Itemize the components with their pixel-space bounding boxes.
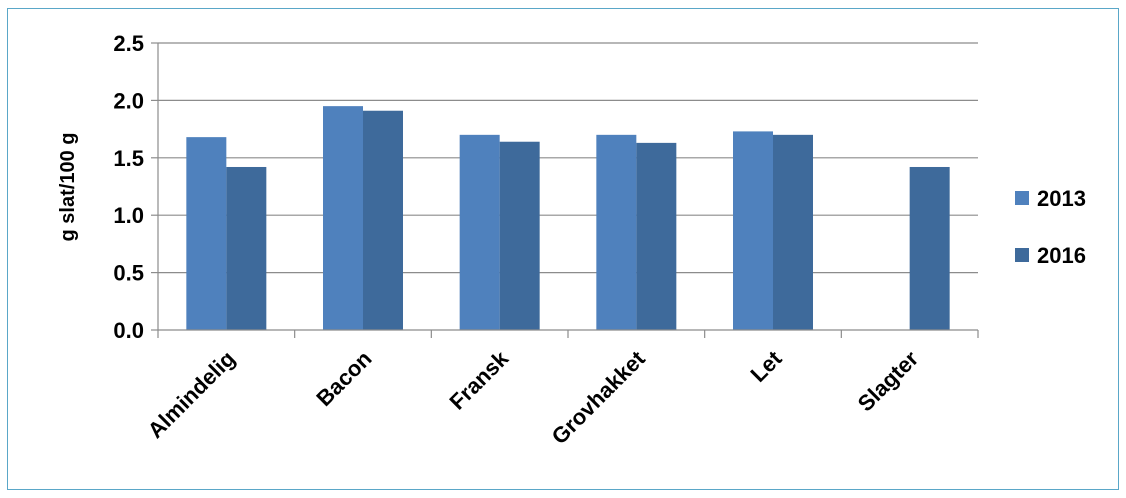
x-tick-labels: Almindelig Bacon Fransk Grovhakket Let Slagte… <box>143 345 924 449</box>
y-tick-label: 0.5 <box>113 261 144 286</box>
legend-label-2013: 2013 <box>1037 186 1086 211</box>
x-tick-label: Almindelig <box>143 346 240 443</box>
bar-2016-almindelig <box>226 166 267 330</box>
y-tick-label: 2.0 <box>113 88 144 113</box>
bar-2016-slagter <box>909 166 950 330</box>
bar-2013-bacon <box>323 106 363 330</box>
x-tick-label: Slagter <box>853 346 924 417</box>
y-tick-labels: 0.0 0.5 1.0 1.5 2.0 2.5 <box>113 31 144 343</box>
bar-2016-bacon <box>363 110 403 331</box>
legend-label-2016: 2016 <box>1037 243 1086 268</box>
legend-swatch-2016 <box>1015 248 1029 262</box>
bar-2016-fransk <box>499 141 540 330</box>
axes <box>151 42 979 338</box>
bar-2013-almindelig <box>186 137 227 330</box>
x-tick-label: Fransk <box>445 345 514 414</box>
bar-2013-let <box>733 131 773 330</box>
x-tick-label: Let <box>746 345 787 386</box>
y-tick-label: 2.5 <box>113 31 144 56</box>
y-tick-label: 0.0 <box>113 318 144 343</box>
legend: 2013 2016 <box>1015 186 1086 268</box>
gridlines <box>158 42 978 274</box>
bar-2013-fransk <box>459 134 500 330</box>
bar-2016-let <box>773 134 813 330</box>
y-tick-label: 1.0 <box>113 203 144 228</box>
bar-2013-grovhakket <box>596 134 637 330</box>
bar-2016-grovhakket <box>636 142 677 330</box>
x-tick-label: Bacon <box>311 346 376 411</box>
bars <box>186 106 950 331</box>
y-tick-label: 1.5 <box>113 146 144 171</box>
legend-swatch-2013 <box>1015 191 1029 205</box>
y-axis-title: g slat/100 g <box>57 133 79 242</box>
x-tick-label: Grovhakket <box>547 345 651 449</box>
